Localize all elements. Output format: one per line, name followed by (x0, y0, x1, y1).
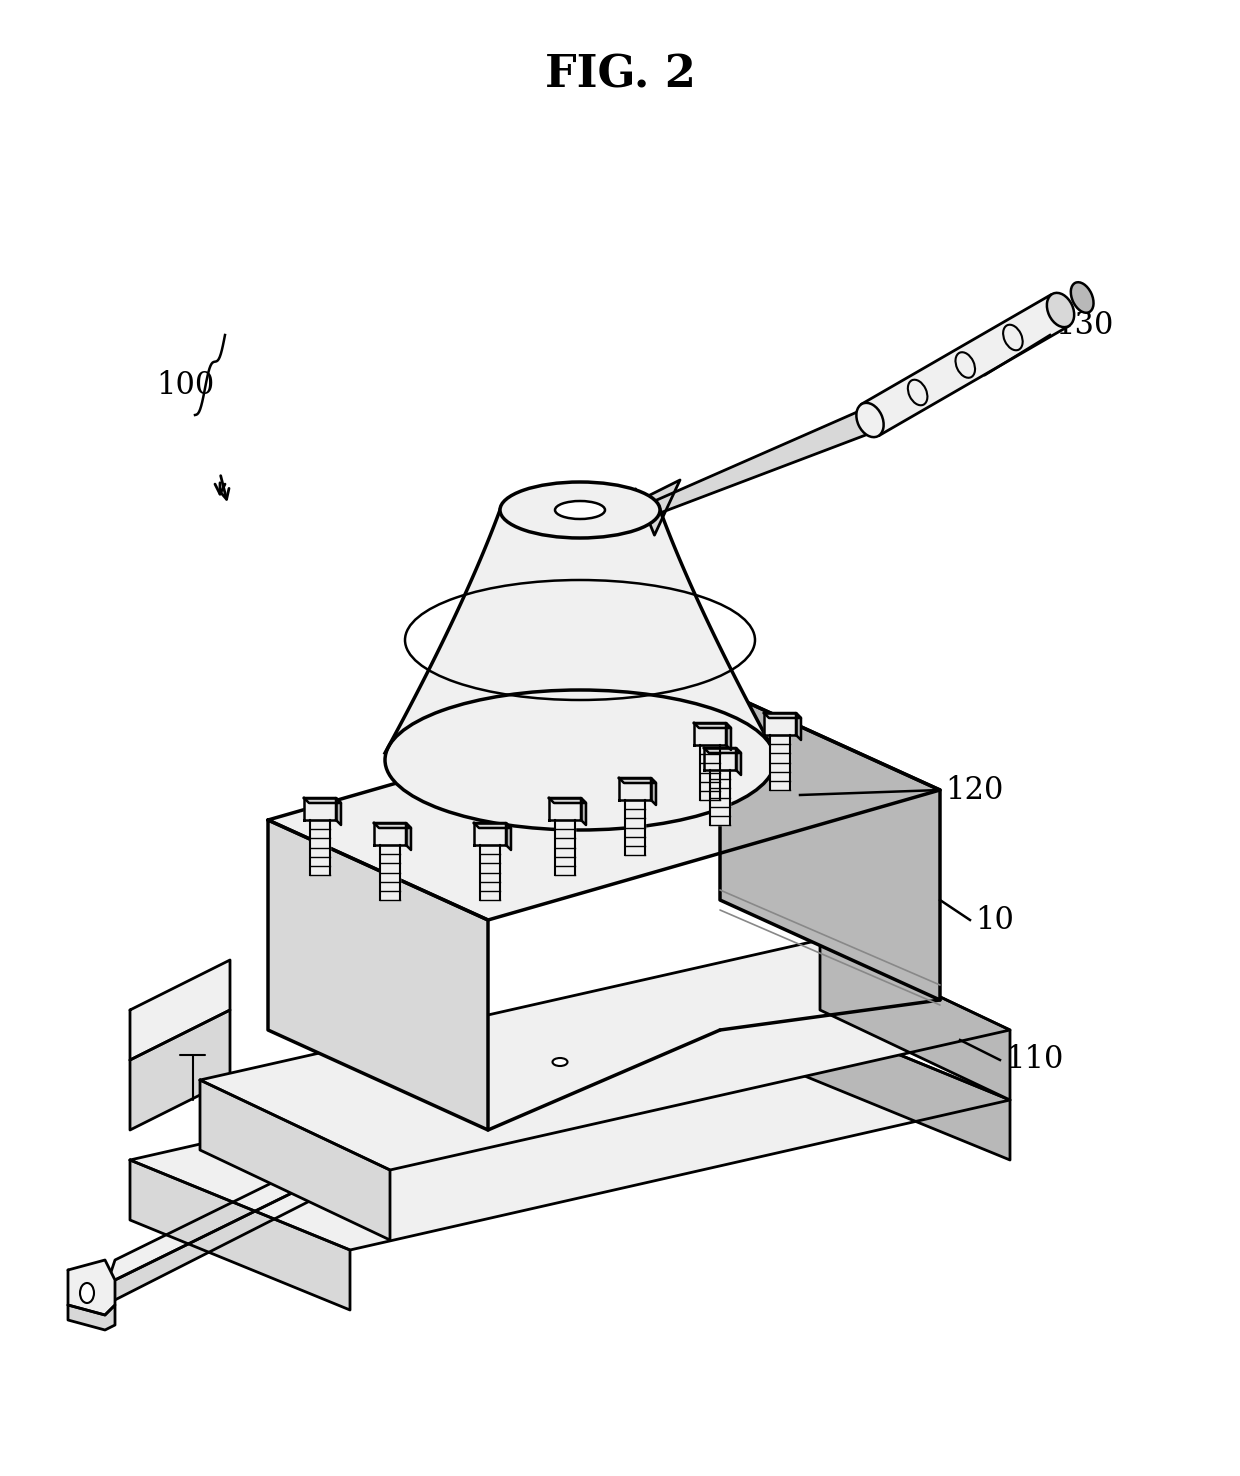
Text: 10: 10 (975, 905, 1014, 936)
Polygon shape (642, 409, 874, 518)
Polygon shape (796, 713, 801, 739)
Polygon shape (549, 799, 582, 821)
Polygon shape (790, 1010, 1011, 1160)
Polygon shape (374, 824, 405, 844)
Ellipse shape (1071, 282, 1094, 313)
Ellipse shape (553, 1058, 568, 1066)
Polygon shape (764, 713, 796, 735)
Polygon shape (704, 748, 742, 753)
Polygon shape (374, 824, 410, 828)
Polygon shape (720, 689, 940, 1001)
Polygon shape (200, 940, 1011, 1170)
Text: FIG. 2: FIG. 2 (544, 53, 696, 96)
Text: 110: 110 (1004, 1045, 1064, 1076)
Polygon shape (310, 821, 330, 875)
Text: 100: 100 (156, 369, 215, 400)
Polygon shape (130, 1010, 1011, 1250)
Polygon shape (68, 1261, 115, 1315)
Polygon shape (651, 778, 656, 804)
Polygon shape (582, 799, 587, 825)
Polygon shape (630, 480, 680, 536)
Polygon shape (105, 1100, 529, 1290)
Polygon shape (480, 844, 500, 900)
Polygon shape (130, 959, 229, 1060)
Polygon shape (130, 1010, 229, 1131)
Polygon shape (694, 723, 732, 728)
Ellipse shape (857, 403, 884, 437)
Ellipse shape (81, 1283, 94, 1303)
Polygon shape (556, 821, 575, 875)
Polygon shape (268, 821, 489, 1131)
Polygon shape (549, 799, 587, 803)
Polygon shape (336, 799, 341, 825)
Ellipse shape (384, 689, 775, 830)
Ellipse shape (500, 483, 660, 537)
Polygon shape (474, 824, 506, 844)
Polygon shape (304, 799, 336, 821)
Polygon shape (701, 745, 720, 800)
Polygon shape (625, 800, 645, 855)
Polygon shape (704, 748, 737, 770)
Polygon shape (474, 824, 511, 828)
Text: 120: 120 (945, 775, 1003, 806)
Polygon shape (694, 723, 725, 745)
Polygon shape (711, 770, 730, 825)
Polygon shape (105, 1120, 529, 1305)
Polygon shape (725, 723, 732, 750)
Polygon shape (379, 844, 401, 900)
Polygon shape (506, 824, 511, 850)
Polygon shape (737, 748, 742, 775)
Polygon shape (384, 511, 775, 753)
Polygon shape (130, 1160, 350, 1311)
Ellipse shape (1047, 292, 1074, 328)
Polygon shape (619, 778, 651, 800)
Polygon shape (304, 799, 341, 803)
Text: 130: 130 (1055, 310, 1114, 341)
Polygon shape (68, 1305, 115, 1330)
Polygon shape (861, 294, 1070, 435)
Polygon shape (200, 1080, 391, 1240)
Polygon shape (764, 713, 801, 717)
Polygon shape (268, 689, 940, 920)
Polygon shape (820, 940, 1011, 1100)
Polygon shape (619, 778, 656, 782)
Polygon shape (405, 824, 410, 850)
Ellipse shape (556, 500, 605, 520)
Polygon shape (770, 735, 790, 790)
